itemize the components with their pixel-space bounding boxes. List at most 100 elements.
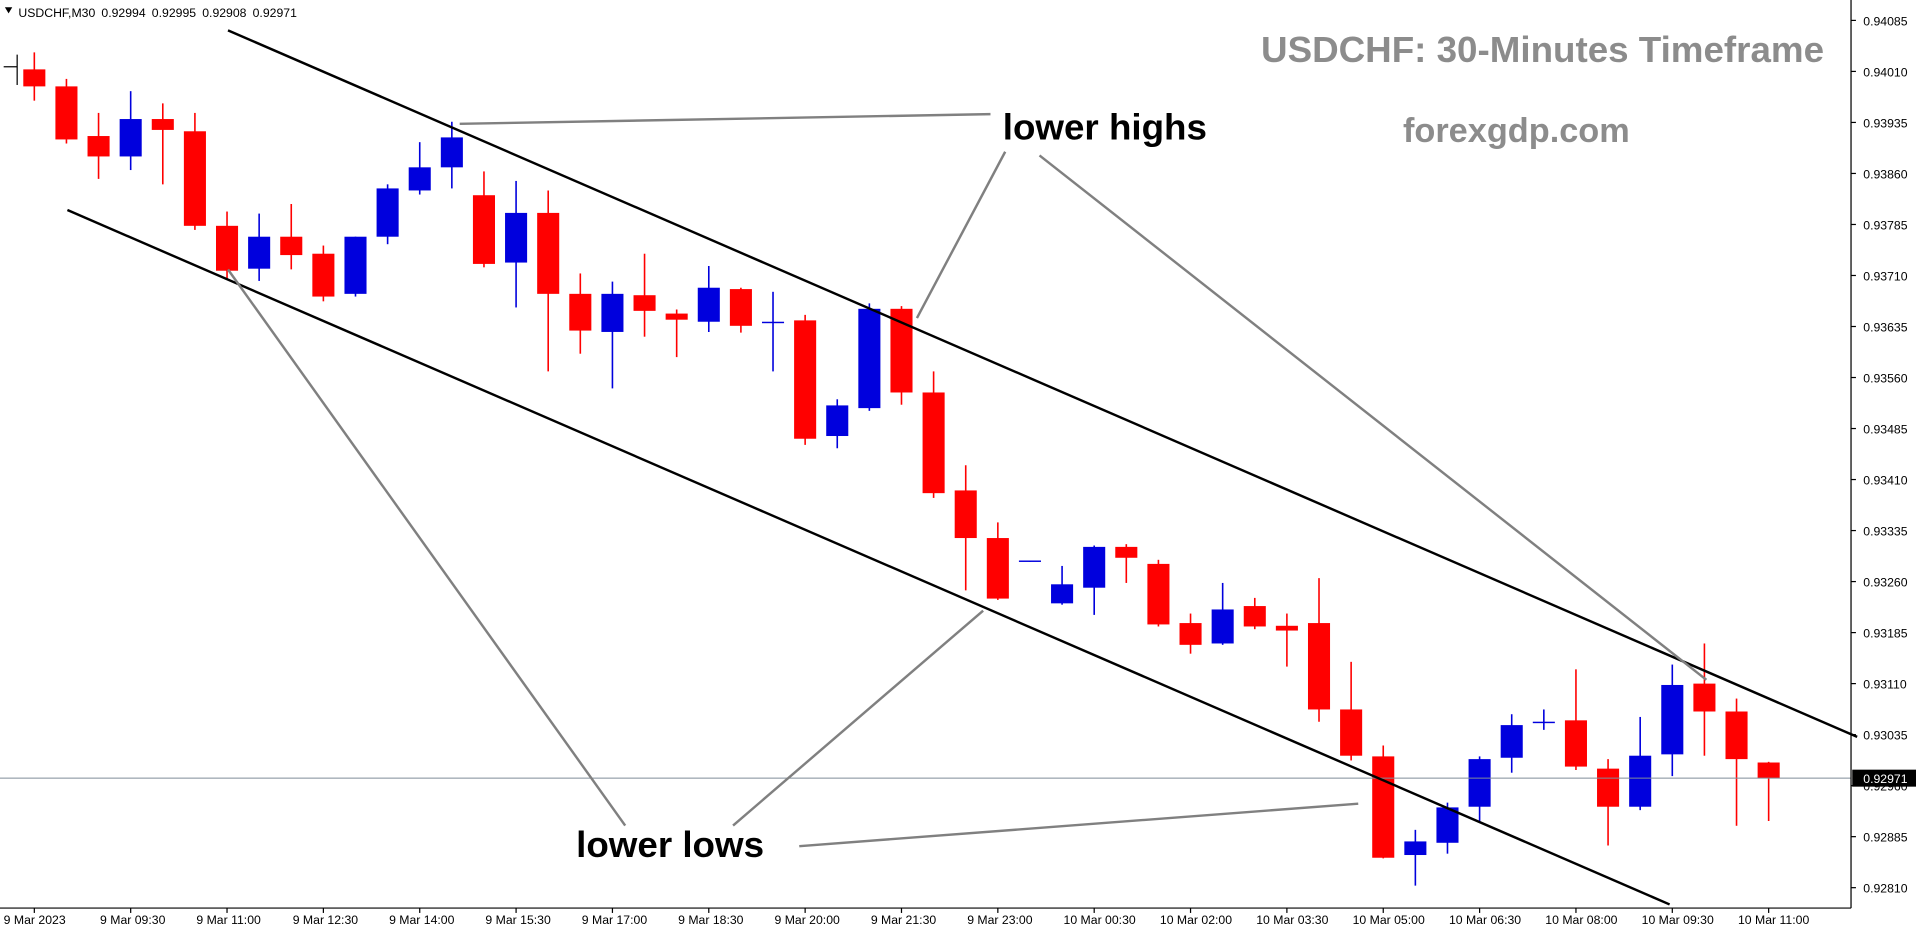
candle-body (1051, 584, 1074, 604)
x-tick-label: 10 Mar 08:00 (1545, 913, 1617, 927)
x-tick-label: 9 Mar 2023 (4, 913, 66, 927)
x-tick-label: 10 Mar 03:30 (1256, 913, 1328, 927)
candle-body (376, 188, 399, 237)
candle-body (1243, 606, 1266, 627)
candle-body (280, 236, 303, 256)
x-tick-label: 10 Mar 09:30 (1642, 913, 1714, 927)
pointer (915, 151, 1007, 319)
candle-body (344, 236, 367, 294)
x-tick-label: 9 Mar 20:00 (774, 913, 840, 927)
candle-body (1693, 683, 1716, 712)
candle-body (23, 69, 46, 87)
candle-body (569, 293, 592, 331)
candle-body (1115, 546, 1138, 558)
candle-body (87, 136, 110, 157)
candle-body (1275, 625, 1298, 631)
candle-body (312, 253, 335, 297)
plot-area (0, 52, 1852, 886)
header-low: 0.92908 (202, 6, 246, 20)
y-tick-label: 0.93110 (1863, 678, 1907, 692)
candle-body (729, 289, 752, 326)
y-tick-label: 0.93035 (1863, 729, 1907, 743)
candle-body (1372, 756, 1395, 858)
annotation: lower lows (576, 824, 764, 865)
candle-body (1179, 623, 1202, 645)
y-tick-label: 0.93260 (1863, 575, 1907, 589)
candle-body (1597, 768, 1620, 807)
y-tick-label: 0.92810 (1863, 882, 1907, 896)
x-tick-label: 9 Mar 11:00 (196, 913, 261, 927)
candle-body (119, 119, 142, 157)
lower-channel-line (66, 208, 1671, 906)
candle-body (1564, 720, 1587, 767)
candle-body (601, 293, 624, 332)
candle-body (1436, 807, 1459, 843)
y-tick-label: 0.93335 (1863, 524, 1907, 538)
candle-body (761, 321, 785, 324)
x-tick-label: 9 Mar 18:30 (678, 913, 744, 927)
candle-body (1340, 709, 1363, 756)
candle-body (1307, 623, 1331, 710)
candle-body (1629, 755, 1652, 807)
x-tick-label: 9 Mar 15:30 (485, 913, 551, 927)
y-tick-label: 0.94010 (1863, 65, 1907, 79)
candle-body (1468, 759, 1491, 807)
pointer (459, 112, 991, 126)
x-tick-label: 10 Mar 00:30 (1064, 913, 1136, 927)
chart-title: USDCHF: 30-Minutes Timeframe (1261, 29, 1824, 70)
candle-body (248, 236, 271, 269)
candle-body (665, 313, 688, 320)
y-tick-label: 0.93410 (1863, 473, 1907, 487)
y-tick-label: 0.92885 (1863, 831, 1907, 845)
y-tick-label: 0.93710 (1863, 269, 1907, 283)
pointer (732, 609, 984, 827)
candle-body (440, 137, 463, 168)
candle-body (1757, 762, 1780, 779)
x-tick-label: 9 Mar 17:00 (582, 913, 648, 927)
candle-body (826, 405, 849, 437)
candle-body (954, 490, 977, 539)
candle-body (1147, 563, 1170, 625)
current-price-label: 0.92971 (1863, 772, 1907, 786)
chart-subtitle: forexgdp.com (1403, 112, 1630, 150)
y-tick-label: 0.93935 (1863, 116, 1907, 130)
pointer (1038, 154, 1708, 681)
y-tick-label: 0.93485 (1863, 422, 1907, 436)
x-tick-label: 10 Mar 05:00 (1353, 913, 1425, 927)
annotation: lower highs (1003, 107, 1207, 148)
annotation-pointers (227, 112, 1708, 848)
candle-body (408, 167, 431, 191)
x-tick-label: 9 Mar 14:00 (389, 913, 455, 927)
candle-body (183, 131, 206, 226)
x-tick-label: 9 Mar 23:00 (967, 913, 1033, 927)
x-tick-label: 9 Mar 12:30 (293, 913, 359, 927)
x-tick-label: 9 Mar 09:30 (100, 913, 166, 927)
x-tick-label: 10 Mar 02:00 (1160, 913, 1232, 927)
x-tick-label: 10 Mar 06:30 (1449, 913, 1521, 927)
y-tick-label: 0.94085 (1863, 14, 1907, 28)
header-open: 0.92994 (101, 6, 145, 20)
x-tick-label: 9 Mar 21:30 (871, 913, 937, 927)
candle-body (697, 287, 720, 322)
candle-body (890, 308, 913, 393)
symbol: USDCHF,M30 (18, 6, 95, 20)
candle-body (151, 119, 174, 130)
candle-body (1404, 841, 1427, 856)
candle-body (1725, 711, 1748, 760)
candle-body (1532, 721, 1555, 724)
y-tick-label: 0.93635 (1863, 320, 1907, 334)
x-tick-label: 10 Mar 11:00 (1738, 913, 1809, 927)
candle-body (1083, 546, 1106, 588)
pointer (227, 268, 627, 827)
menu-triangle[interactable] (4, 7, 13, 14)
candle-body (55, 86, 78, 140)
y-tick-label: 0.93560 (1863, 371, 1907, 385)
y-tick-label: 0.93185 (1863, 627, 1907, 641)
candle-body (215, 225, 239, 271)
candle-body (633, 295, 656, 311)
upper-channel-line (227, 29, 1858, 739)
current-price-box (1852, 769, 1916, 787)
candle-body (1018, 560, 1041, 562)
